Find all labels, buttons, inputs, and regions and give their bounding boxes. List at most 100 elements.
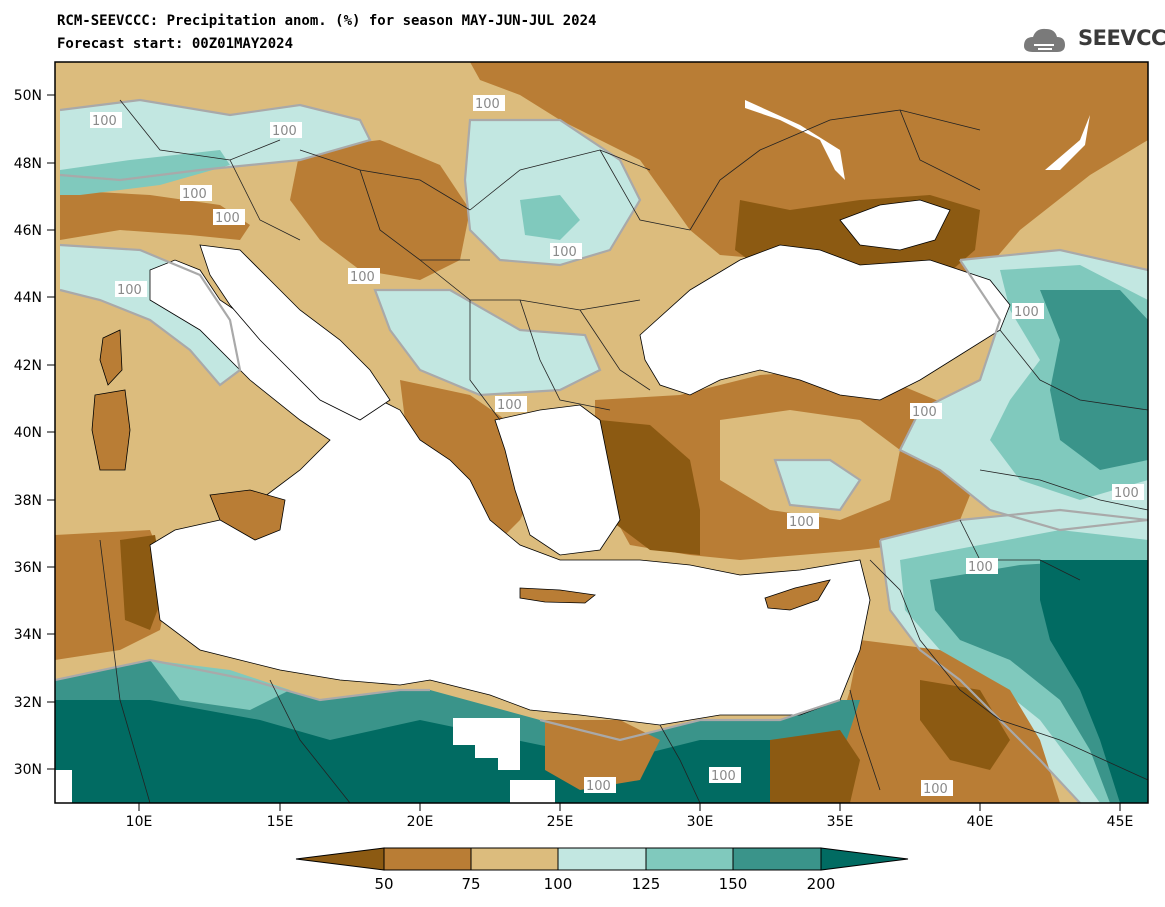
contour-label: 100 — [495, 396, 527, 413]
contour-label: 100 — [1012, 303, 1044, 320]
svg-text:100: 100 — [711, 769, 736, 784]
contour-label: 100 — [1112, 484, 1144, 501]
svg-text:100: 100 — [182, 187, 207, 202]
contour-label: 100 — [180, 185, 212, 202]
colorbar-segment-100-125 — [557, 847, 647, 871]
lat-tick-label: 40N — [14, 425, 42, 441]
colorbar-label: 75 — [461, 875, 480, 893]
lat-tick-label: 44N — [14, 290, 42, 306]
lon-tick-label: 10E — [126, 814, 153, 830]
longitude-axis: 10E 15E 20E 25E 30E 35E 40E 45E — [126, 803, 1134, 830]
sea-of-azov — [839, 199, 951, 251]
svg-text:100: 100 — [215, 211, 240, 226]
lon-tick-label: 35E — [827, 814, 854, 830]
seevccc-logo-text: SEEVCCC — [1078, 26, 1165, 50]
field-wet-pannonian-core — [520, 195, 580, 240]
map-title: RCM-SEEVCCC: Precipitation anom. (%) for… — [57, 13, 597, 29]
svg-text:100: 100 — [552, 245, 577, 260]
contour-label: 100 — [709, 767, 741, 784]
colorbar-label: 200 — [807, 875, 836, 893]
seevccc-cloud-logo-icon — [1024, 28, 1065, 52]
colorbar-segment-50-75 — [383, 847, 472, 871]
lat-tick-label: 32N — [14, 695, 42, 711]
field-dry-egypt — [770, 730, 860, 803]
field-dry-turkey-strong — [600, 420, 700, 555]
colorbar-label: 125 — [632, 875, 661, 893]
svg-text:100: 100 — [272, 124, 297, 139]
svg-text:100: 100 — [912, 405, 937, 420]
colorbar-segment-above-200 — [820, 847, 909, 871]
masked-block — [510, 780, 555, 803]
lat-tick-label: 50N — [14, 88, 42, 104]
svg-text:100: 100 — [586, 779, 611, 794]
latitude-axis: 30N 32N 34N 36N 38N 40N 42N 44N 46N 48N … — [14, 88, 55, 778]
colorbar-label: 50 — [374, 875, 393, 893]
lat-tick-label: 46N — [14, 223, 42, 239]
lon-tick-label: 25E — [547, 814, 574, 830]
contour-label: 100 — [348, 268, 380, 285]
contour-label: 100 — [270, 122, 302, 139]
colorbar-segment-75-100 — [470, 847, 559, 871]
crete-island — [519, 587, 596, 604]
field-dry-alps — [60, 190, 250, 240]
contour-label: 100 — [787, 513, 819, 530]
lon-tick-label: 20E — [407, 814, 434, 830]
field-wet-balkan — [375, 290, 600, 395]
contour-label: 100 — [115, 281, 147, 298]
field-wet-turkey-center — [775, 460, 860, 510]
contour-label: 100 — [90, 112, 122, 129]
sardinia-island — [91, 389, 131, 471]
adriatic-sea — [199, 244, 391, 421]
field-dry-central-europe — [290, 140, 470, 280]
aegean-sea — [494, 404, 621, 556]
corsica-island — [99, 329, 123, 386]
cyprus-island — [764, 579, 831, 611]
contour-label: 100 — [213, 209, 245, 226]
svg-text:100: 100 — [475, 97, 500, 112]
masked-block — [453, 718, 520, 770]
black-sea — [639, 244, 1011, 401]
field-wet-caucasus-strong — [1040, 290, 1148, 470]
svg-text:100: 100 — [923, 782, 948, 797]
contour-label: 100 — [910, 403, 942, 420]
masked-block — [55, 770, 72, 803]
color-bar-legend: 50 75 100 125 150 200 — [295, 847, 909, 893]
lat-tick-label: 48N — [14, 156, 42, 172]
svg-text:100: 100 — [789, 515, 814, 530]
sicily-island — [209, 489, 286, 541]
field-dry-northeast — [470, 62, 1148, 300]
lat-tick-label: 30N — [14, 762, 42, 778]
colorbar-segment-125-150 — [645, 847, 734, 871]
contour-label: 100 — [921, 780, 953, 797]
colorbar-label: 150 — [719, 875, 748, 893]
svg-text:100: 100 — [350, 270, 375, 285]
field-wet-central-europe-core — [60, 150, 230, 195]
lon-tick-label: 45E — [1107, 814, 1134, 830]
lon-tick-label: 40E — [967, 814, 994, 830]
svg-text:100: 100 — [1014, 305, 1039, 320]
river-patch — [1045, 115, 1090, 170]
field-wet-middle-east-strong — [1040, 560, 1148, 803]
lat-tick-label: 34N — [14, 627, 42, 643]
svg-text:100: 100 — [497, 398, 522, 413]
lon-tick-label: 30E — [687, 814, 714, 830]
field-wet-pannonian — [465, 120, 640, 265]
lat-tick-label: 38N — [14, 493, 42, 509]
lat-tick-label: 42N — [14, 358, 42, 374]
anomaly-field — [55, 62, 1148, 803]
contour-labels: 100 100 100 100 100 100 100 100 100 100 … — [90, 95, 1144, 797]
svg-text:100: 100 — [968, 560, 993, 575]
lon-tick-label: 15E — [267, 814, 294, 830]
contour-label: 100 — [584, 777, 616, 794]
contour-label: 100 — [550, 243, 582, 260]
contour-lines-100 — [55, 98, 1148, 803]
colorbar-label: 100 — [544, 875, 573, 893]
field-dry-arabia-strong — [920, 680, 1010, 770]
contour-label: 100 — [473, 95, 505, 112]
svg-text:100: 100 — [117, 283, 142, 298]
svg-text:100: 100 — [1114, 486, 1139, 501]
field-wet-north-africa-light — [150, 660, 290, 710]
forecast-start-subtitle: Forecast start: 00Z01MAY2024 — [57, 36, 294, 52]
colorbar-segment-below-50 — [295, 847, 385, 871]
